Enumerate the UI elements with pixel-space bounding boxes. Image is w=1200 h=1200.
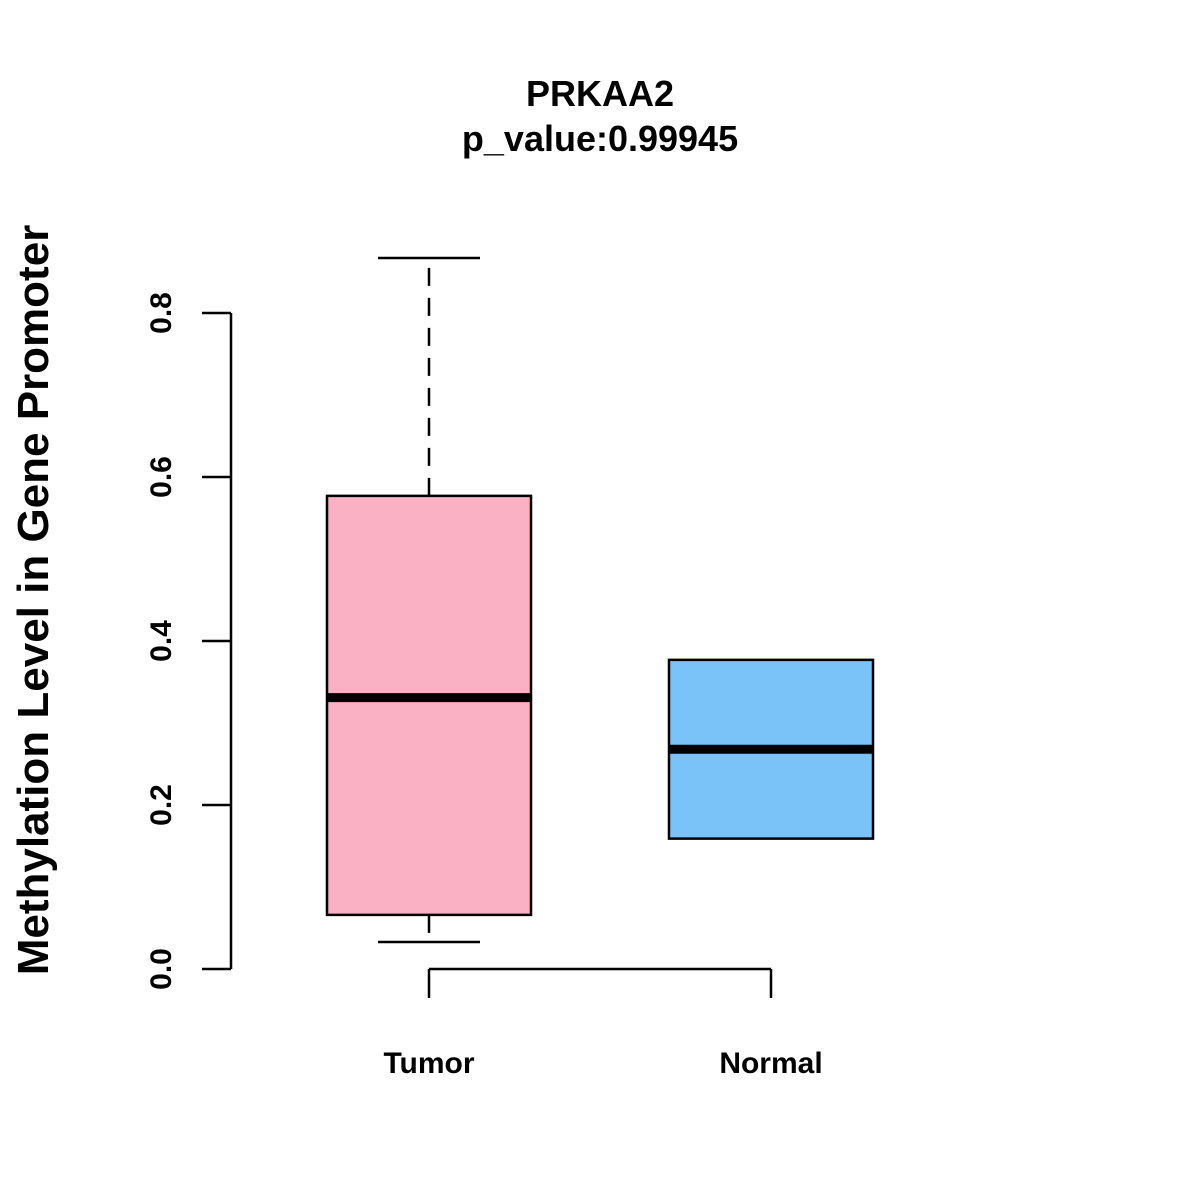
box-iqr bbox=[325, 494, 533, 917]
y-tick-label: 0.6 bbox=[145, 456, 178, 498]
y-tick-label: 0.2 bbox=[145, 784, 178, 826]
boxes-group bbox=[325, 256, 875, 944]
y-axis-label: Methylation Level in Gene Promoter bbox=[9, 225, 58, 976]
chart-title: PRKAA2 bbox=[526, 73, 674, 114]
x-tick-label: Tumor bbox=[383, 1047, 474, 1080]
y-tick-label: 0.8 bbox=[145, 292, 178, 334]
box-tumor bbox=[325, 256, 533, 944]
y-tick-label: 0.4 bbox=[145, 620, 178, 662]
x-axis: Tumor Normal bbox=[383, 967, 823, 1080]
box-normal bbox=[667, 658, 875, 840]
x-tick-label: Normal bbox=[719, 1047, 822, 1080]
y-tick-label: 0.0 bbox=[145, 948, 178, 990]
chart-subtitle: p_value:0.99945 bbox=[462, 118, 738, 159]
y-axis: 0.0 0.2 0.4 0.6 0.8 bbox=[145, 292, 233, 990]
